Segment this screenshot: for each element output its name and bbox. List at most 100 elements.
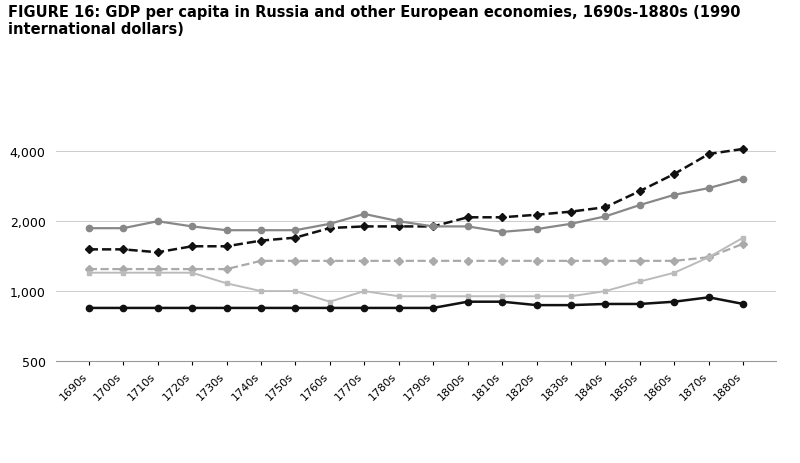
Italy [359, 258, 369, 264]
Russia [738, 301, 748, 307]
GB [738, 147, 748, 152]
Russia [429, 306, 438, 311]
Sweden [290, 288, 300, 294]
Russia [256, 306, 266, 311]
Italy [532, 258, 542, 264]
NL [256, 228, 266, 233]
Russia [394, 306, 403, 311]
Italy [153, 267, 162, 272]
Russia [532, 303, 542, 308]
NL [601, 214, 610, 219]
GB [463, 215, 473, 220]
Italy [84, 267, 94, 272]
GB [601, 205, 610, 211]
Text: FIGURE 16: GDP per capita in Russia and other European economies, 1690s-1880s (1: FIGURE 16: GDP per capita in Russia and … [8, 5, 741, 37]
Sweden [463, 294, 473, 300]
GB [704, 152, 714, 157]
Italy [635, 258, 645, 264]
Line: GB: GB [86, 146, 746, 256]
GB [429, 224, 438, 230]
GB [532, 213, 542, 218]
Russia [118, 306, 128, 311]
Sweden [704, 255, 714, 260]
Italy [394, 258, 403, 264]
Sweden [394, 294, 403, 300]
Sweden [738, 235, 748, 241]
Sweden [325, 299, 334, 305]
Italy [463, 258, 473, 264]
Sweden [601, 288, 610, 294]
Italy [290, 258, 300, 264]
Russia [325, 306, 334, 311]
NL [463, 224, 473, 230]
Russia [359, 306, 369, 311]
NL [290, 228, 300, 233]
NL [532, 227, 542, 232]
Russia [635, 301, 645, 307]
Italy [498, 258, 507, 264]
Italy [325, 258, 334, 264]
Sweden [566, 294, 576, 300]
Sweden [429, 294, 438, 300]
GB [670, 172, 679, 177]
NL [84, 226, 94, 232]
Sweden [532, 294, 542, 300]
Russia [498, 299, 507, 305]
Italy [566, 258, 576, 264]
Sweden [670, 270, 679, 276]
NL [325, 221, 334, 227]
GB [84, 247, 94, 253]
NL [429, 224, 438, 230]
GB [498, 215, 507, 220]
NL [738, 176, 748, 182]
Italy [222, 267, 231, 272]
Sweden [84, 270, 94, 276]
Italy [704, 255, 714, 260]
Italy [670, 258, 679, 264]
Italy [601, 258, 610, 264]
GB [187, 244, 197, 250]
NL [498, 230, 507, 235]
GB [635, 189, 645, 194]
NL [118, 226, 128, 232]
Sweden [118, 270, 128, 276]
Sweden [256, 288, 266, 294]
NL [394, 219, 403, 225]
NL [566, 221, 576, 227]
Russia [290, 306, 300, 311]
Russia [601, 301, 610, 307]
Russia [153, 306, 162, 311]
GB [359, 224, 369, 230]
NL [153, 219, 162, 225]
NL [670, 193, 679, 198]
NL [635, 203, 645, 208]
GB [325, 226, 334, 232]
Sweden [359, 288, 369, 294]
Italy [187, 267, 197, 272]
NL [704, 186, 714, 191]
Russia [84, 306, 94, 311]
NL [359, 212, 369, 217]
Line: Sweden: Sweden [86, 236, 746, 305]
GB [153, 250, 162, 256]
GB [394, 224, 403, 230]
Russia [222, 306, 231, 311]
NL [222, 228, 231, 233]
Russia [704, 295, 714, 300]
GB [222, 244, 231, 250]
NL [187, 224, 197, 230]
Line: Italy: Italy [86, 241, 746, 273]
Italy [256, 258, 266, 264]
Sweden [222, 281, 231, 287]
Sweden [635, 279, 645, 285]
GB [256, 238, 266, 244]
Line: Russia: Russia [86, 294, 746, 312]
Russia [187, 306, 197, 311]
Sweden [187, 270, 197, 276]
Sweden [498, 294, 507, 300]
Russia [463, 299, 473, 305]
Russia [670, 299, 679, 305]
Italy [118, 267, 128, 272]
GB [566, 209, 576, 215]
GB [118, 247, 128, 253]
